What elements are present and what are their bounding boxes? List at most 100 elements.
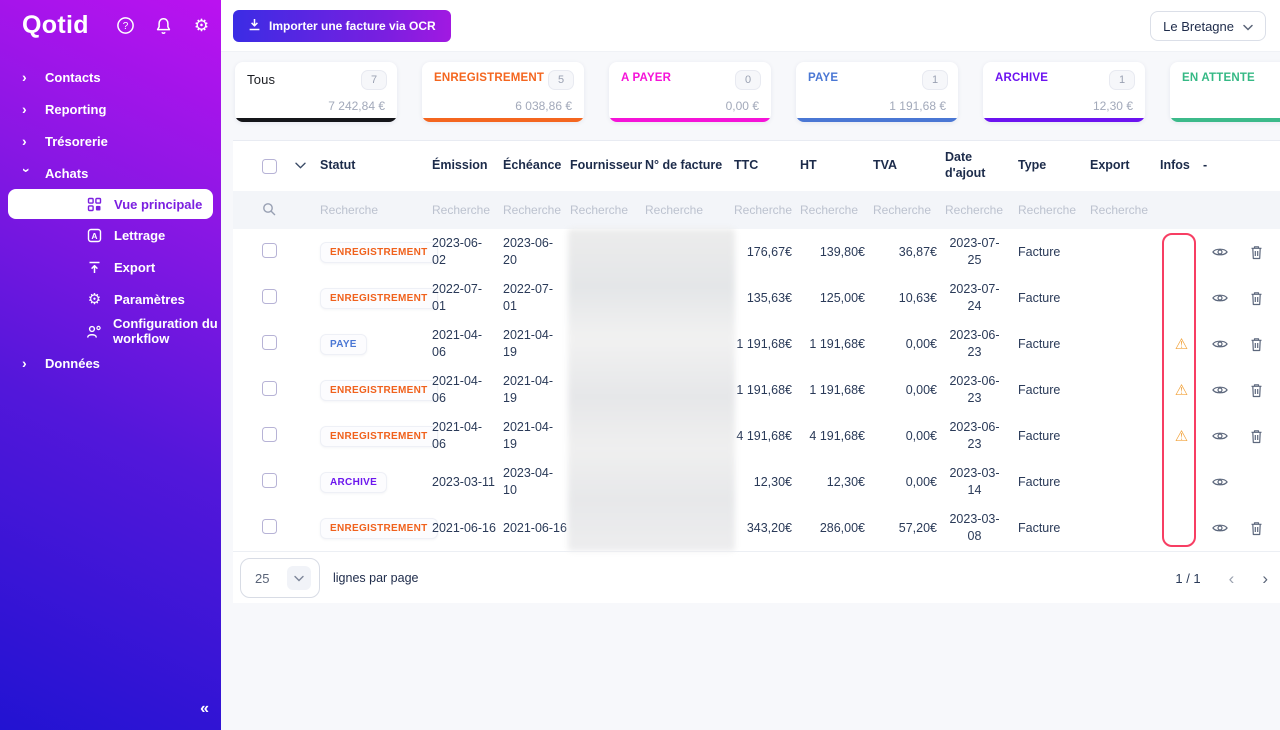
delete-button[interactable] bbox=[1248, 244, 1264, 260]
search-field-emission[interactable]: Recherche bbox=[432, 203, 491, 217]
view-button[interactable] bbox=[1212, 244, 1228, 260]
column-header-ht[interactable]: HT bbox=[800, 158, 817, 173]
column-header-date-ajout[interactable]: Date d'ajout bbox=[945, 150, 986, 180]
column-header-type[interactable]: Type bbox=[1018, 158, 1047, 173]
column-header-ttc[interactable]: TTC bbox=[734, 158, 759, 173]
filter-card-archive[interactable]: ARCHIVE 1 12,30 € bbox=[983, 62, 1145, 122]
search-field-export[interactable]: Recherche bbox=[1090, 203, 1149, 217]
filter-accent-bar bbox=[1170, 118, 1280, 122]
search-field-date-ajout[interactable]: Recherche bbox=[945, 203, 1004, 217]
delete-button[interactable] bbox=[1248, 520, 1264, 536]
next-page-button[interactable]: › bbox=[1262, 568, 1268, 588]
sidebar-item-tresorerie[interactable]: › Trésorerie bbox=[0, 125, 221, 157]
status-badge: PAYE bbox=[320, 333, 367, 355]
filter-card-paye[interactable]: PAYE 1 1 191,68 € bbox=[796, 62, 958, 122]
sidebar-item-vue-principale[interactable]: Vue principale bbox=[8, 189, 213, 219]
table-row[interactable]: ENREGISTREMENT 2021-06-16 2021-06-16 343… bbox=[233, 505, 1280, 551]
search-field-ht[interactable]: Recherche bbox=[800, 203, 859, 217]
view-button[interactable] bbox=[1212, 428, 1228, 444]
status-badge: ARCHIVE bbox=[320, 471, 388, 493]
column-header-statut[interactable]: Statut bbox=[320, 158, 356, 173]
row-checkbox[interactable] bbox=[262, 243, 277, 258]
row-checkbox[interactable] bbox=[262, 381, 277, 396]
sidebar-collapse-button[interactable]: « bbox=[200, 700, 209, 717]
sidebar-item-contacts[interactable]: › Contacts bbox=[0, 61, 221, 93]
row-checkbox[interactable] bbox=[262, 289, 277, 304]
delete-button[interactable] bbox=[1248, 290, 1264, 306]
sidebar-item-export[interactable]: Export bbox=[0, 251, 221, 283]
sidebar-item-label: Trésorerie bbox=[45, 133, 108, 149]
help-icon[interactable]: ? bbox=[116, 16, 135, 35]
table-row[interactable]: PAYE 2021-04- 06 2021-04- 19 1 191,68€ 1… bbox=[233, 321, 1280, 367]
search-field-numero-facture[interactable]: Recherche bbox=[645, 203, 704, 217]
search-icon bbox=[262, 202, 276, 219]
sidebar-item-parametres[interactable]: ⚙ Paramètres bbox=[0, 283, 221, 315]
column-header-dash[interactable]: - bbox=[1203, 158, 1208, 173]
column-header-numero-facture[interactable]: N° de facture bbox=[645, 158, 723, 173]
filter-card-tous[interactable]: Tous 7 7 242,84 € bbox=[235, 62, 397, 122]
upload-icon bbox=[86, 259, 103, 276]
chevron-down-icon[interactable] bbox=[295, 158, 306, 174]
row-checkbox[interactable] bbox=[262, 473, 277, 488]
column-header-tva[interactable]: TVA bbox=[873, 158, 898, 173]
export-cell bbox=[1090, 229, 1160, 275]
sidebar-item-donnees[interactable]: › Données bbox=[0, 347, 221, 379]
view-button[interactable] bbox=[1212, 520, 1228, 536]
delete-button[interactable] bbox=[1248, 382, 1264, 398]
main-content: Tous 7 7 242,84 € ENREGISTREMENT 5 6 038… bbox=[221, 52, 1280, 730]
warning-icon[interactable]: ⚠ bbox=[1174, 382, 1189, 399]
filter-card-enregistrement[interactable]: ENREGISTREMENT 5 6 038,86 € bbox=[422, 62, 584, 122]
search-field-fournisseur[interactable]: Recherche bbox=[570, 203, 629, 217]
delete-button[interactable] bbox=[1248, 336, 1264, 352]
sidebar-item-label: Reporting bbox=[45, 101, 107, 117]
bell-icon[interactable] bbox=[154, 16, 173, 35]
search-field-echeance[interactable]: Recherche bbox=[503, 203, 562, 217]
search-field-ttc[interactable]: Recherche bbox=[734, 203, 793, 217]
gear-icon[interactable]: ⚙ bbox=[193, 15, 210, 35]
column-header-export[interactable]: Export bbox=[1090, 158, 1130, 173]
filter-card-en-attente[interactable]: EN ATTENTE bbox=[1170, 62, 1280, 122]
sidebar-item-achats[interactable]: › Achats bbox=[0, 157, 221, 189]
filter-count-badge: 5 bbox=[548, 70, 574, 90]
view-button[interactable] bbox=[1212, 382, 1228, 398]
column-header-emission[interactable]: Émission bbox=[432, 158, 488, 173]
row-checkbox[interactable] bbox=[262, 335, 277, 350]
sidebar-item-lettrage[interactable]: A Lettrage bbox=[0, 219, 221, 251]
rows-per-page-select[interactable]: 25 bbox=[240, 558, 320, 598]
view-button[interactable] bbox=[1212, 290, 1228, 306]
row-checkbox[interactable] bbox=[262, 427, 277, 442]
table-row[interactable]: ENREGISTREMENT 2023-06- 02 2023-06- 20 1… bbox=[233, 229, 1280, 275]
warning-icon[interactable]: ⚠ bbox=[1174, 428, 1189, 445]
sidebar-nav: › Contacts › Reporting › Trésorerie › Ac… bbox=[0, 61, 221, 379]
row-checkbox[interactable] bbox=[262, 519, 277, 534]
table-row[interactable]: ARCHIVE 2023-03-11 2023-04- 10 12,30€ 12… bbox=[233, 459, 1280, 505]
sidebar-item-reporting[interactable]: › Reporting bbox=[0, 93, 221, 125]
view-button[interactable] bbox=[1212, 474, 1228, 490]
search-field-tva[interactable]: Recherche bbox=[873, 203, 932, 217]
table-search-row: Recherche Recherche Recherche Recherche … bbox=[233, 191, 1280, 229]
column-header-echeance[interactable]: Échéance bbox=[503, 158, 562, 173]
select-all-checkbox[interactable] bbox=[262, 158, 277, 174]
delete-button[interactable] bbox=[1248, 428, 1264, 444]
table-row[interactable]: ENREGISTREMENT 2021-04- 06 2021-04- 19 4… bbox=[233, 413, 1280, 459]
sidebar-item-label: Paramètres bbox=[114, 291, 185, 307]
echeance-date: 2023-04- 10 bbox=[503, 466, 554, 497]
filter-card-a-payer[interactable]: A PAYER 0 0,00 € bbox=[609, 62, 771, 122]
date-ajout-value: 2023-06- 23 bbox=[949, 328, 1000, 359]
sidebar-item-configuration-workflow[interactable]: Configuration du workflow bbox=[0, 315, 221, 347]
tva-value: 0,00€ bbox=[905, 429, 937, 443]
column-header-fournisseur[interactable]: Fournisseur bbox=[570, 158, 643, 173]
view-button[interactable] bbox=[1212, 336, 1228, 352]
organization-selector[interactable]: Le Bretagne bbox=[1150, 11, 1266, 41]
previous-page-button[interactable]: ‹ bbox=[1228, 568, 1235, 588]
ttc-value: 1 191,68€ bbox=[736, 383, 792, 397]
column-header-infos[interactable]: Infos bbox=[1160, 158, 1190, 173]
table-row[interactable]: ENREGISTREMENT 2022-07- 01 2022-07- 01 1… bbox=[233, 275, 1280, 321]
tva-value: 0,00€ bbox=[905, 383, 937, 397]
type-value: Facture bbox=[1018, 245, 1061, 259]
warning-icon[interactable]: ⚠ bbox=[1174, 336, 1189, 353]
search-field-type[interactable]: Recherche bbox=[1018, 203, 1077, 217]
search-field-statut[interactable]: Recherche bbox=[320, 203, 379, 217]
table-row[interactable]: ENREGISTREMENT 2021-04- 06 2021-04- 19 1… bbox=[233, 367, 1280, 413]
import-ocr-button[interactable]: Importer une facture via OCR bbox=[233, 10, 451, 42]
